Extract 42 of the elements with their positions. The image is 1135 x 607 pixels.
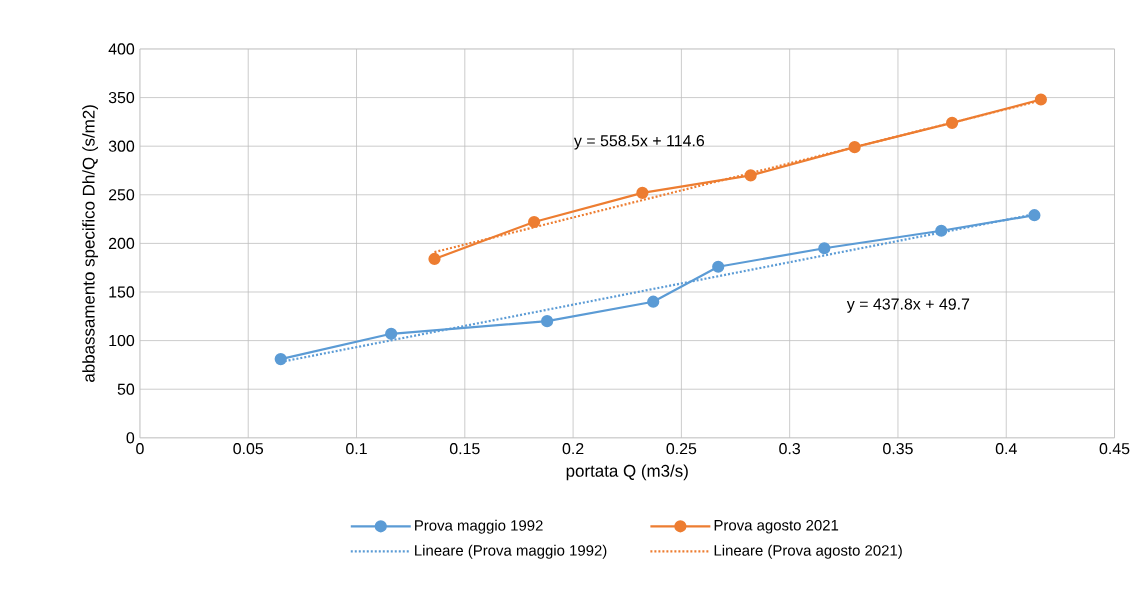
y-tick-label: 100 xyxy=(109,335,135,347)
x-tick-label: 0.05 xyxy=(233,443,264,455)
x-tick-label: 0.3 xyxy=(779,443,801,455)
x-tick-label: 0.4 xyxy=(995,443,1017,455)
x-tick-label: 0.35 xyxy=(883,443,913,455)
legend-label: Lineare (Prova maggio 1992) xyxy=(415,544,607,559)
y-tick-label: 350 xyxy=(108,92,135,104)
x-tick-label: 0.1 xyxy=(346,443,367,455)
point xyxy=(274,353,287,366)
y-tick-label: 300 xyxy=(108,140,135,152)
annotation: y = 558.5x + 114.6 xyxy=(573,135,705,150)
point xyxy=(818,242,831,255)
point xyxy=(647,295,660,308)
point xyxy=(428,252,441,266)
x-tick-label: 0.2 xyxy=(562,443,584,455)
x-tick-label: 0.25 xyxy=(666,443,697,455)
annotation: y = 437.8x + 49.7 xyxy=(846,298,970,313)
x-tick-label: 0.45 xyxy=(1099,443,1130,455)
point xyxy=(1034,93,1047,106)
x-axis-title: portata Q (m3/s) xyxy=(566,464,688,481)
y-tick-label: 400 xyxy=(108,43,135,55)
point xyxy=(528,216,541,229)
point xyxy=(385,327,398,341)
x-tick-label: 0 xyxy=(136,443,144,455)
y-tick-label: 0 xyxy=(126,432,135,444)
point xyxy=(712,260,725,273)
y-tick-label: 250 xyxy=(108,189,135,201)
point xyxy=(935,224,948,237)
y-axis-title: abbassamento specifico Dh/Q (s/m2) xyxy=(82,105,99,383)
point xyxy=(946,116,959,130)
y-tick-label: 150 xyxy=(109,286,135,298)
legend-label: Lineare (Prova agosto 2021) xyxy=(714,544,902,559)
point xyxy=(848,141,861,154)
point xyxy=(636,186,649,200)
point xyxy=(744,169,757,182)
legend-label: Prova agosto 2021 xyxy=(714,520,839,534)
legend-label: Prova maggio 1992 xyxy=(415,519,543,534)
y-tick-label: 50 xyxy=(117,383,135,395)
point xyxy=(541,315,554,328)
point xyxy=(1028,209,1041,222)
x-tick-label: 0.15 xyxy=(449,443,480,455)
y-tick-label: 200 xyxy=(108,237,135,250)
